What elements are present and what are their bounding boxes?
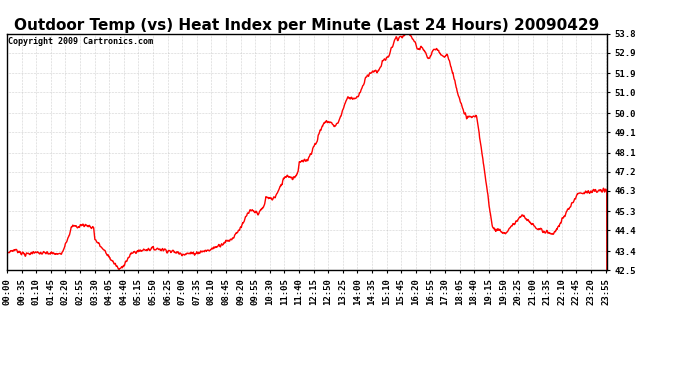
Text: Copyright 2009 Cartronics.com: Copyright 2009 Cartronics.com (8, 37, 153, 46)
Title: Outdoor Temp (vs) Heat Index per Minute (Last 24 Hours) 20090429: Outdoor Temp (vs) Heat Index per Minute … (14, 18, 600, 33)
